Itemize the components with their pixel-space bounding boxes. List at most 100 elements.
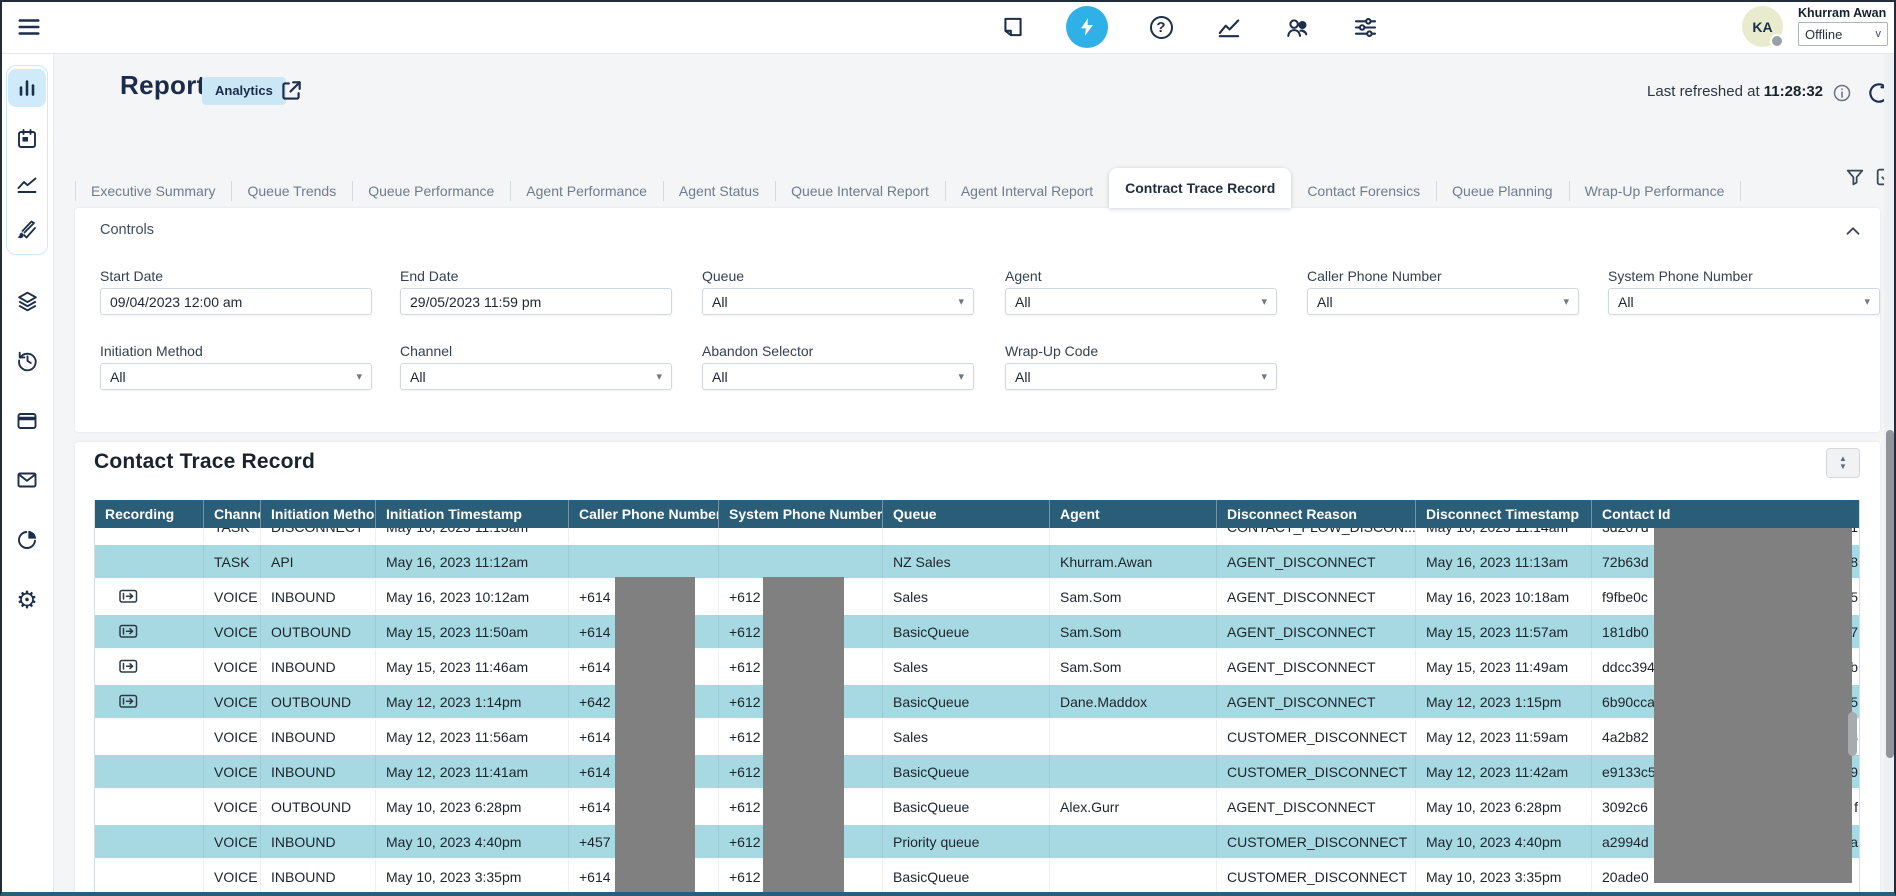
- table-row[interactable]: VOICEINBOUNDMay 10, 2023 3:35pm+614+612B…: [95, 860, 1860, 892]
- sidebar-item-design[interactable]: [8, 211, 46, 249]
- sidebar-item-reports[interactable]: [8, 69, 46, 107]
- sliders-button[interactable]: [1350, 12, 1380, 42]
- filter-label-caller-phone-number: Caller Phone Number: [1307, 268, 1442, 284]
- users-button[interactable]: [1282, 12, 1312, 42]
- table-row[interactable]: VOICEINBOUNDMay 15, 2023 11:46am+614+612…: [95, 650, 1860, 685]
- filter-select-queue[interactable]: All▾: [702, 288, 974, 315]
- cell-agent: [1050, 860, 1217, 892]
- contact-id-fragment: f: [1854, 790, 1858, 823]
- collapse-controls-button[interactable]: [1842, 220, 1864, 242]
- filter-input-end-date[interactable]: 29/05/2023 11:59 pm: [400, 288, 672, 315]
- cell-disconnect-reason: CUSTOMER_DISCONNECT: [1217, 825, 1416, 858]
- cell-disconnect-reason: CONTACT_FLOW_DISCON...: [1217, 528, 1416, 543]
- filter-input-start-date[interactable]: 09/04/2023 12:00 am: [100, 288, 372, 315]
- filter-select-initiation-method[interactable]: All▾: [100, 363, 372, 390]
- filter-label-start-date: Start Date: [100, 268, 163, 284]
- sidebar-item-layers[interactable]: [8, 282, 46, 320]
- tab-wrap-up-performance[interactable]: Wrap-Up Performance: [1569, 174, 1741, 208]
- tab-agent-performance[interactable]: Agent Performance: [510, 174, 663, 208]
- tab-queue-performance[interactable]: Queue Performance: [352, 174, 510, 208]
- cell-initiation-method: DISCONNECT: [261, 528, 376, 543]
- tab-agent-status[interactable]: Agent Status: [663, 174, 775, 208]
- tab-agent-interval-report[interactable]: Agent Interval Report: [945, 174, 1109, 208]
- report-tabs: Executive SummaryQueue TrendsQueue Perfo…: [75, 168, 1741, 208]
- gear-icon: ⚙: [16, 589, 38, 613]
- tab-queue-trends[interactable]: Queue Trends: [231, 174, 352, 208]
- column-header-initiation-timestamp: Initiation Timestamp: [376, 500, 569, 528]
- tab-contract-trace-record[interactable]: Contract Trace Record: [1109, 168, 1291, 208]
- cell-initiation-method: INBOUND: [261, 860, 376, 892]
- tab-queue-planning[interactable]: Queue Planning: [1436, 174, 1568, 208]
- recording-icon[interactable]: [119, 694, 138, 709]
- cell-recording: [95, 825, 204, 858]
- cell-disconnect-reason: AGENT_DISCONNECT: [1217, 790, 1416, 823]
- filter-value: All: [1015, 369, 1031, 385]
- recording-icon[interactable]: [119, 624, 138, 639]
- filter-select-caller-phone-number[interactable]: All▾: [1307, 288, 1579, 315]
- cell-disconnect-timestamp: May 10, 2023 3:35pm: [1416, 860, 1592, 892]
- contact-id-prefix: 3d267d: [1602, 528, 1649, 535]
- column-header-disconnect-reason: Disconnect Reason: [1217, 500, 1416, 528]
- sidebar-item-pages[interactable]: [8, 402, 46, 440]
- filter-select-channel[interactable]: All▾: [400, 363, 672, 390]
- cell-disconnect-timestamp: May 12, 2023 11:59am: [1416, 720, 1592, 753]
- info-icon[interactable]: [1832, 83, 1852, 103]
- tab-queue-interval-report[interactable]: Queue Interval Report: [775, 174, 945, 208]
- cell-disconnect-timestamp: May 10, 2023 4:40pm: [1416, 825, 1592, 858]
- tab-contact-forensics[interactable]: Contact Forensics: [1291, 174, 1436, 208]
- cell-agent: Sam.Som: [1050, 580, 1217, 613]
- sidebar-item-schedule[interactable]: [8, 120, 46, 158]
- table-row[interactable]: VOICEINBOUNDMay 12, 2023 11:41am+614+612…: [95, 755, 1860, 790]
- spinner-down-icon[interactable]: ▼: [1839, 463, 1847, 471]
- table-row[interactable]: VOICEOUTBOUNDMay 12, 2023 1:14pm+642+612…: [95, 685, 1860, 720]
- table-row[interactable]: VOICEOUTBOUNDMay 10, 2023 6:28pm+614+612…: [95, 790, 1860, 825]
- trend-chart-button[interactable]: [1214, 12, 1244, 42]
- table-row[interactable]: VOICEINBOUNDMay 12, 2023 11:56am+614+612…: [95, 720, 1860, 755]
- cell-channel: VOICE: [204, 650, 261, 683]
- lightning-button[interactable]: [1066, 6, 1108, 48]
- table-row[interactable]: VOICEOUTBOUNDMay 15, 2023 11:50am+614+61…: [95, 615, 1860, 650]
- table-row[interactable]: VOICEINBOUNDMay 10, 2023 4:40pm+457+612P…: [95, 825, 1860, 860]
- table-row[interactable]: TASKAPIMay 16, 2023 11:12amNZ SalesKhurr…: [95, 545, 1860, 580]
- open-external-button[interactable]: [278, 78, 304, 104]
- sidebar-item-settings[interactable]: ⚙: [8, 582, 46, 620]
- filter-select-agent[interactable]: All▾: [1005, 288, 1277, 315]
- cell-disconnect-reason: CUSTOMER_DISCONNECT: [1217, 755, 1416, 788]
- chevron-down-icon: ▾: [958, 295, 964, 308]
- table-row[interactable]: VOICEINBOUNDMay 16, 2023 10:12am+614+612…: [95, 580, 1860, 615]
- filter-value: All: [1317, 294, 1333, 310]
- cell-recording: [95, 528, 204, 543]
- sidebar-item-mail[interactable]: [8, 461, 46, 499]
- status-dot: [1770, 34, 1784, 48]
- filter-value: 29/05/2023 11:59 pm: [410, 294, 541, 310]
- recording-icon[interactable]: [119, 659, 138, 674]
- cell-channel: VOICE: [204, 580, 261, 613]
- table-row[interactable]: TASKDISCONNECTMay 16, 2023 11:13amCONTAC…: [95, 528, 1860, 545]
- cell-initiation-timestamp: May 10, 2023 3:35pm: [376, 860, 569, 892]
- contact-id-prefix: f9fbe0c: [1602, 589, 1648, 605]
- page-scrollbar-thumb[interactable]: [1886, 430, 1894, 758]
- cell-channel: VOICE: [204, 860, 261, 892]
- cell-recording: [95, 685, 204, 718]
- row-scroller-spinner[interactable]: ▲▼: [1826, 448, 1860, 478]
- tab-executive-summary[interactable]: Executive Summary: [75, 174, 231, 208]
- help-button[interactable]: ?: [1146, 12, 1176, 42]
- filter-select-system-phone-number[interactable]: All▾: [1608, 288, 1880, 315]
- tab-separator: [1740, 181, 1741, 201]
- sidebar-item-dashboards[interactable]: [8, 521, 46, 559]
- recording-icon[interactable]: [119, 589, 138, 604]
- cell-initiation-timestamp: May 15, 2023 11:46am: [376, 650, 569, 683]
- status-select[interactable]: Offline v: [1798, 22, 1888, 46]
- cell-initiation-method: OUTBOUND: [261, 615, 376, 648]
- filter-select-wrap-up-code[interactable]: All▾: [1005, 363, 1277, 390]
- note-button[interactable]: [998, 12, 1028, 42]
- user-name: Khurram Awan: [1798, 6, 1886, 20]
- sidebar-item-history[interactable]: [8, 341, 46, 379]
- cell-disconnect-reason: AGENT_DISCONNECT: [1217, 580, 1416, 613]
- filter-select-abandon-selector[interactable]: All▾: [702, 363, 974, 390]
- menu-icon[interactable]: [14, 12, 44, 42]
- filter-button[interactable]: [1844, 166, 1868, 190]
- page-scrollbar[interactable]: [1884, 54, 1896, 892]
- table-scrollbar-thumb[interactable]: [1848, 712, 1857, 756]
- sidebar-item-trends[interactable]: [8, 165, 46, 203]
